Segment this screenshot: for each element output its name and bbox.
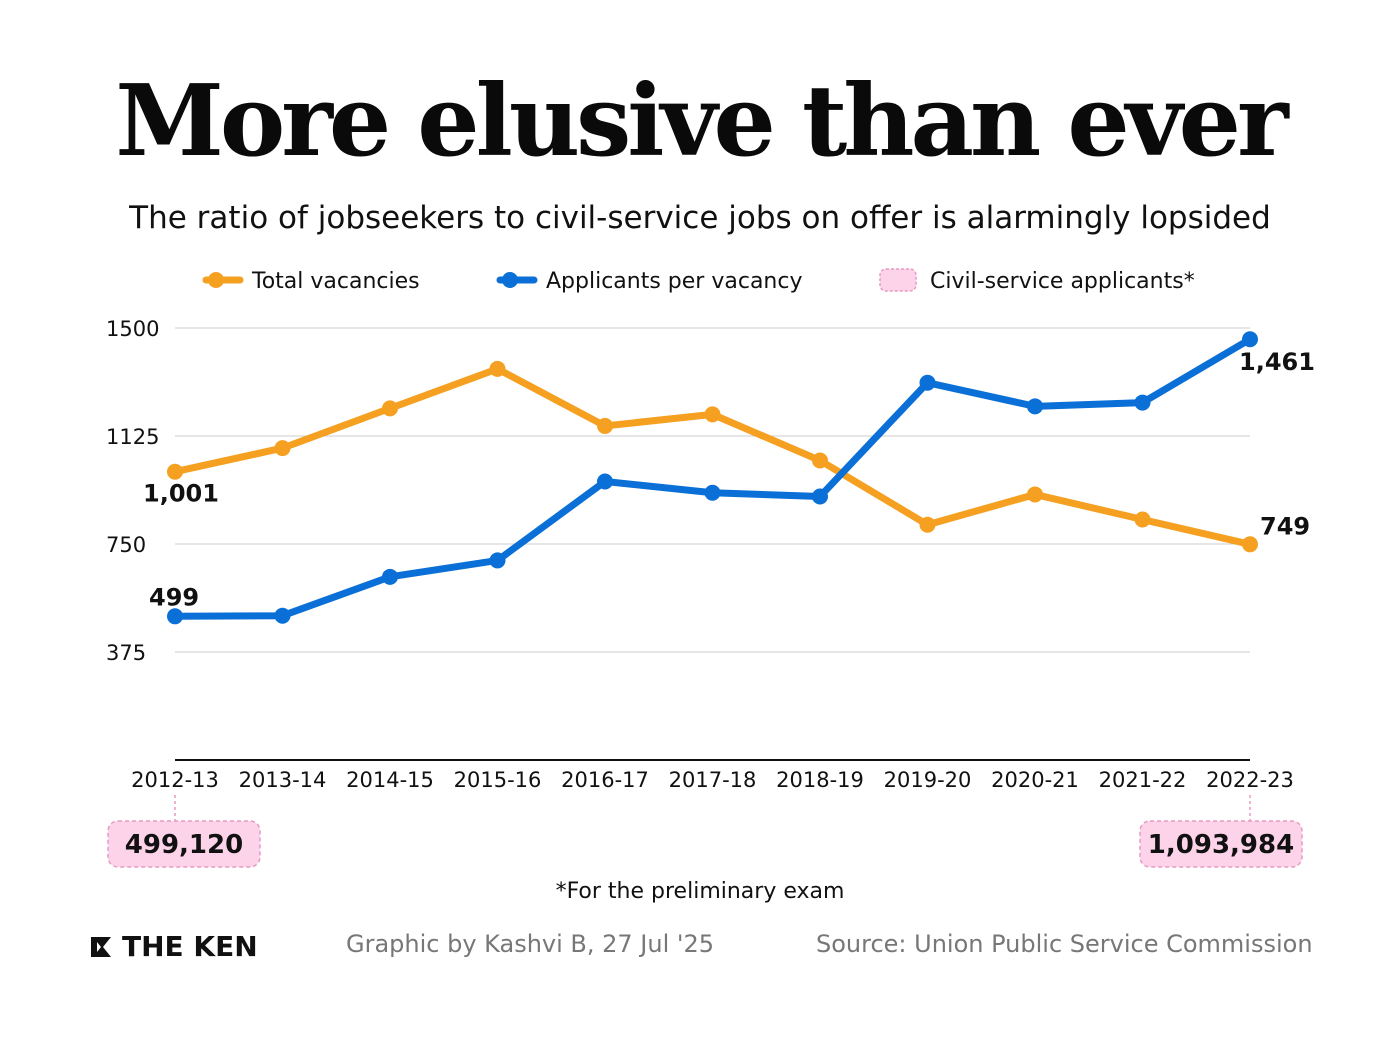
data-point bbox=[167, 608, 183, 625]
y-tick-label: 1125 bbox=[106, 425, 159, 449]
data-point bbox=[1027, 486, 1043, 503]
applicant-badge-text: 499,120 bbox=[125, 830, 243, 860]
data-point bbox=[274, 440, 291, 457]
legend-label: Applicants per vacancy bbox=[546, 269, 802, 294]
legend-label: Civil-service applicants* bbox=[930, 269, 1195, 294]
data-point bbox=[1134, 394, 1151, 411]
x-tick-label: 2022-23 bbox=[1206, 768, 1294, 792]
data-label: 1,001 bbox=[143, 480, 219, 508]
data-point bbox=[597, 473, 613, 490]
x-tick-label: 2015-16 bbox=[454, 768, 542, 792]
data-point bbox=[1242, 536, 1258, 553]
data-point bbox=[274, 607, 291, 624]
data-point bbox=[489, 552, 506, 569]
legend-box-swatch bbox=[879, 268, 917, 292]
x-tick-label: 2016-17 bbox=[561, 768, 649, 792]
the-ken-logo-icon bbox=[91, 936, 111, 957]
x-tick-label: 2013-14 bbox=[239, 768, 327, 792]
chart-subtitle: The ratio of jobseekers to civil-service… bbox=[129, 200, 1271, 236]
legend-marker bbox=[208, 272, 224, 288]
the-ken-logo: THE KEN bbox=[88, 930, 258, 963]
data-point bbox=[167, 463, 183, 480]
data-point bbox=[919, 374, 936, 391]
source-note: Source: Union Public Service Commission bbox=[816, 930, 1313, 958]
graphic-credit: Graphic by Kashvi B, 27 Jul '25 bbox=[346, 930, 715, 958]
data-label: 749 bbox=[1260, 512, 1310, 540]
data-point bbox=[1027, 398, 1043, 415]
data-point bbox=[704, 484, 721, 501]
x-tick-label: 2020-21 bbox=[991, 768, 1079, 792]
chart-title: More elusive than ever bbox=[115, 64, 1288, 179]
x-tick-label: 2017-18 bbox=[669, 768, 757, 792]
data-point bbox=[1242, 331, 1258, 348]
data-point bbox=[489, 360, 506, 377]
applicant-badge-text: 1,093,984 bbox=[1148, 830, 1294, 860]
x-tick-label: 2018-19 bbox=[776, 768, 864, 792]
data-point bbox=[382, 400, 398, 417]
data-point bbox=[597, 417, 613, 434]
y-tick-label: 375 bbox=[106, 641, 146, 665]
applicant-badge bbox=[107, 820, 261, 868]
y-tick-label: 750 bbox=[106, 533, 146, 557]
legend-marker bbox=[502, 272, 518, 288]
data-point bbox=[812, 452, 828, 469]
series-line bbox=[171, 335, 1254, 620]
data-label: 499 bbox=[149, 583, 199, 611]
data-point bbox=[812, 488, 828, 505]
applicant-badge bbox=[1139, 820, 1303, 868]
x-tick-label: 2014-15 bbox=[346, 768, 434, 792]
x-tick-label: 2019-20 bbox=[884, 768, 972, 792]
data-point bbox=[1134, 511, 1151, 528]
data-point bbox=[919, 516, 936, 533]
data-point bbox=[704, 406, 721, 423]
logo-text: THE KEN bbox=[122, 930, 258, 963]
x-tick-label: 2012-13 bbox=[131, 768, 219, 792]
legend-label: Total vacancies bbox=[251, 269, 420, 294]
y-tick-label: 1500 bbox=[106, 317, 159, 341]
data-point bbox=[382, 568, 398, 585]
data-label: 1,461 bbox=[1239, 348, 1315, 376]
footnote: *For the preliminary exam bbox=[556, 879, 845, 904]
x-tick-label: 2021-22 bbox=[1099, 768, 1187, 792]
series-line bbox=[171, 365, 1254, 548]
